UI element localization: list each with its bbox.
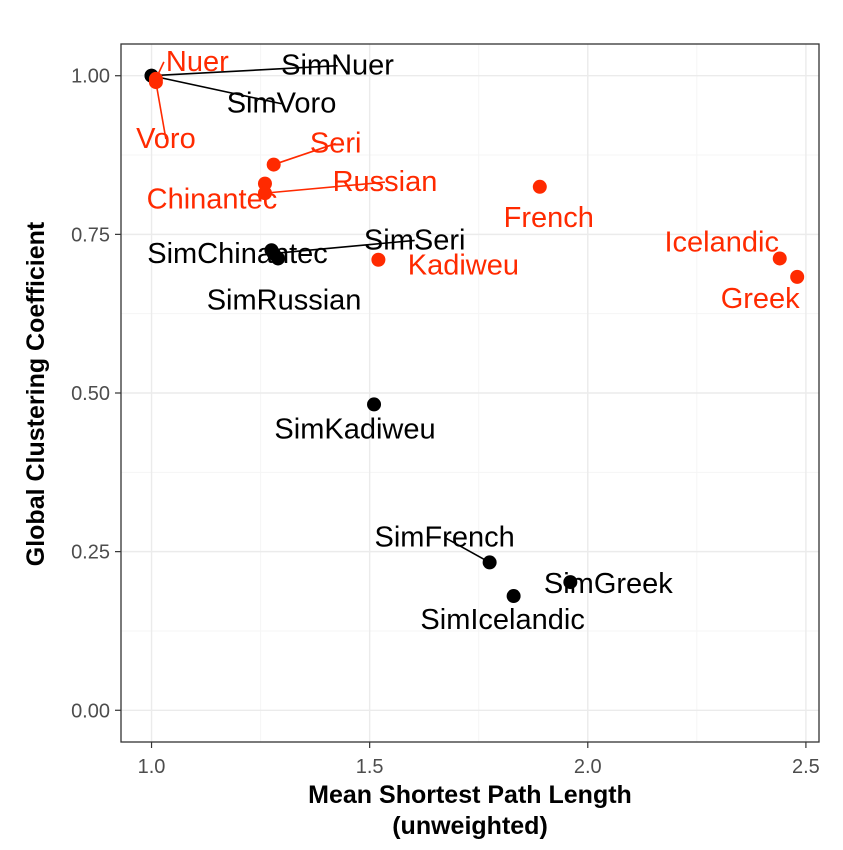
label-russian: Russian — [333, 166, 438, 198]
label-simrussian: SimRussian — [207, 284, 362, 316]
label-simicelandic: SimIcelandic — [420, 604, 584, 636]
label-simvoro: SimVoro — [227, 88, 337, 120]
y-tick-label: 0.50 — [71, 383, 110, 405]
point-simicelandic — [506, 589, 521, 604]
point-kadiweu — [371, 252, 386, 267]
label-voro: Voro — [136, 123, 196, 155]
label-simseri: SimSeri — [364, 224, 466, 256]
x-tick-label: 1.5 — [356, 756, 384, 778]
x-axis-ticks: 1.0 1.5 2.0 2.5 — [138, 742, 820, 778]
label-simfrench: SimFrench — [375, 521, 515, 553]
point-french — [532, 179, 547, 194]
point-labels: SimNuer SimVoro SimChinantec SimSeriSimRuss… — [136, 46, 800, 636]
label-icelandic: Icelandic — [665, 226, 779, 258]
label-leader-lines — [151, 61, 491, 564]
leader-simseri — [273, 239, 415, 255]
data-points — [144, 68, 805, 604]
y-axis-ticks: 0.00 0.25 0.50 0.75 1.00 — [71, 66, 121, 722]
leader-voro — [155, 81, 167, 140]
leader-simnuer — [151, 64, 338, 77]
label-kadiweu: Kadiweu — [408, 250, 519, 282]
x-tick-label: 1.0 — [138, 756, 166, 778]
point-seri — [266, 157, 281, 172]
label-nuer: Nuer — [166, 46, 229, 78]
point-voro — [148, 75, 163, 90]
point-simkadiweu — [367, 397, 382, 412]
label-chinantec: Chinantec — [147, 184, 278, 216]
leader-simvoro — [151, 74, 282, 105]
point-simfrench — [482, 555, 497, 570]
point-simgreek — [563, 575, 578, 590]
y-tick-label: 1.00 — [71, 66, 110, 88]
label-simnuer: SimNuer — [281, 50, 394, 82]
label-greek: Greek — [721, 283, 800, 315]
point-icelandic — [772, 251, 787, 266]
point-simrussian — [271, 251, 286, 266]
leader-simfrench — [444, 536, 491, 564]
x-axis-title-line1: Mean Shortest Path Length — [308, 781, 632, 809]
y-tick-label: 0.25 — [71, 542, 110, 564]
x-tick-label: 2.0 — [574, 756, 602, 778]
label-seri: Seri — [310, 128, 362, 160]
point-greek — [790, 269, 805, 284]
label-french: French — [504, 202, 594, 234]
y-tick-label: 0.00 — [71, 700, 110, 722]
label-simkadiweu: SimKadiweu — [274, 413, 435, 445]
label-simchinantec: SimChinantec — [147, 238, 328, 270]
label-simgreek: SimGreek — [544, 568, 673, 600]
y-axis-title: Global Clustering Coefficient — [22, 221, 50, 566]
leader-russian — [264, 181, 386, 194]
x-axis-title-line2: (unweighted) — [392, 812, 548, 840]
y-tick-label: 0.75 — [71, 224, 110, 246]
major-gridlines — [121, 44, 819, 742]
x-tick-label: 2.5 — [792, 756, 820, 778]
point-russian — [257, 186, 272, 201]
leader-seri — [273, 142, 336, 166]
